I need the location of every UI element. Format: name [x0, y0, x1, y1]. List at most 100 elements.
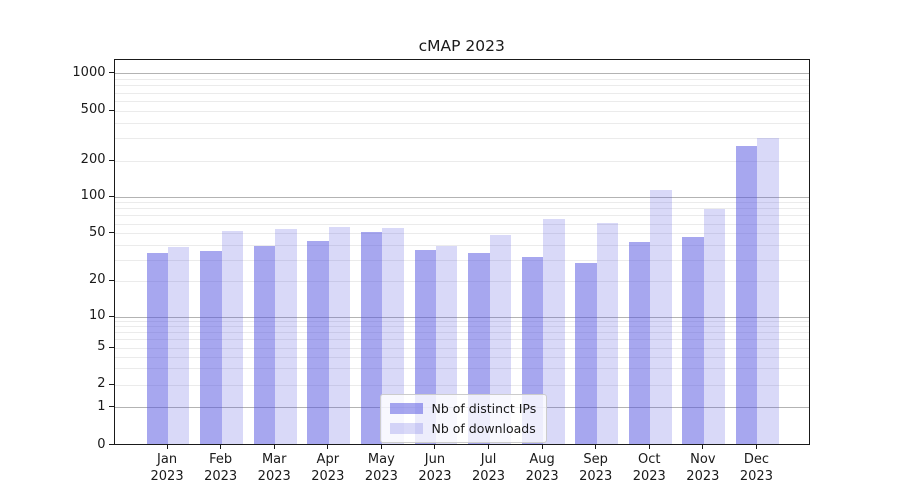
x-tick-mark — [434, 444, 436, 449]
x-tick-label: Dec 2023 — [739, 451, 773, 484]
legend: Nb of distinct IPs Nb of downloads — [379, 394, 548, 443]
x-tick-mark — [273, 444, 275, 449]
bars-layer — [115, 60, 810, 444]
y-tick-mark — [109, 159, 114, 161]
y-tick-label: 0 — [97, 436, 106, 452]
y-tick-mark — [109, 346, 114, 348]
bar-downloads — [489, 234, 511, 444]
x-tick-label: May 2023 — [364, 451, 398, 484]
gridline-minor — [114, 215, 809, 217]
gridline-minor — [114, 202, 809, 204]
x-tick-mark — [327, 444, 329, 449]
gridline-major — [114, 196, 809, 198]
bar-distinct-ips — [575, 262, 597, 444]
gridline-major — [114, 316, 809, 318]
gridline-minor — [114, 160, 809, 162]
gridline-minor — [114, 79, 809, 81]
y-tick-mark — [109, 72, 114, 74]
gridline-minor — [114, 280, 809, 282]
gridline-minor — [114, 138, 809, 140]
x-tick-label: Nov 2023 — [686, 451, 720, 484]
y-tick-mark — [109, 109, 114, 111]
bar-distinct-ips — [736, 145, 758, 444]
x-tick-label: Oct 2023 — [632, 451, 666, 484]
y-tick-label: 2 — [97, 376, 106, 391]
gridline-minor — [114, 223, 809, 225]
bar-downloads — [543, 218, 565, 444]
x-tick-mark — [702, 444, 704, 449]
x-tick-mark — [595, 444, 597, 449]
gridline-minor — [114, 384, 809, 386]
y-tick-mark — [109, 279, 114, 281]
x-tick-mark — [488, 444, 490, 449]
gridline-major — [114, 73, 809, 75]
x-tick-label: Jan 2023 — [150, 451, 184, 484]
gridline-minor — [114, 110, 809, 112]
x-tick-label: Feb 2023 — [204, 451, 238, 484]
bar-downloads — [596, 223, 619, 444]
x-tick-mark — [541, 444, 543, 449]
bar-downloads — [703, 209, 726, 444]
x-tick-label: Sep 2023 — [579, 451, 613, 484]
legend-label-downloads: Nb of downloads — [431, 421, 536, 436]
gridline-minor — [114, 332, 809, 334]
x-tick-label: Mar 2023 — [257, 451, 291, 484]
gridline-minor — [114, 122, 809, 124]
y-tick-mark — [109, 232, 114, 234]
x-tick-label: Jun 2023 — [418, 451, 452, 484]
gridline-minor — [114, 356, 809, 358]
bar-distinct-ips — [307, 240, 329, 444]
bar-distinct-ips — [253, 245, 276, 444]
gridline-minor — [114, 347, 809, 349]
bar-distinct-ips — [682, 237, 704, 444]
bar-distinct-ips — [628, 241, 651, 444]
bar-downloads — [757, 137, 779, 444]
grid-layer — [114, 60, 809, 444]
y-tick-label: 5 — [97, 339, 106, 354]
legend-swatch-distinct-ips — [389, 403, 423, 414]
gridline-minor — [114, 326, 809, 328]
legend-item: Nb of downloads — [389, 421, 537, 436]
gridline-minor — [114, 321, 809, 323]
x-tick-label: Aug 2023 — [525, 451, 559, 484]
x-tick-mark — [220, 444, 222, 449]
y-tick-label: 1 — [97, 398, 106, 414]
y-tick-mark — [109, 195, 114, 197]
x-tick-mark — [380, 444, 382, 449]
plot-area: Nb of distinct IPs Nb of downloads — [113, 59, 810, 445]
y-tick-label: 500 — [80, 102, 106, 117]
bar-downloads — [650, 190, 672, 444]
y-tick-label: 50 — [88, 224, 106, 240]
x-tick-mark — [755, 444, 757, 449]
gridline-minor — [114, 100, 809, 102]
bar-downloads — [221, 230, 244, 444]
gridline-minor — [114, 244, 809, 246]
gridline-minor — [114, 339, 809, 341]
bar-downloads — [275, 228, 297, 444]
gridline-minor — [114, 85, 809, 87]
y-tick-label: 10 — [88, 308, 106, 323]
y-tick-mark — [109, 406, 114, 408]
chart-title: cMAP 2023 — [418, 37, 505, 55]
legend-item: Nb of distinct IPs — [389, 401, 537, 416]
x-tick-mark — [166, 444, 168, 449]
y-tick-label: 200 — [80, 152, 106, 167]
x-tick-mark — [648, 444, 650, 449]
bar-distinct-ips — [146, 252, 169, 444]
gridline-minor — [114, 92, 809, 94]
y-tick-label: 100 — [80, 188, 106, 203]
bar-distinct-ips — [360, 231, 383, 444]
legend-swatch-downloads — [389, 423, 423, 434]
y-tick-label: 1000 — [72, 64, 106, 80]
y-tick-mark — [109, 383, 114, 385]
bar-distinct-ips — [200, 251, 222, 444]
gridline-minor — [114, 259, 809, 261]
gridline-minor — [114, 368, 809, 370]
y-tick-label: 20 — [88, 272, 106, 287]
bar-downloads — [382, 227, 404, 444]
bar-downloads — [168, 246, 190, 444]
bar-downloads — [328, 226, 351, 444]
legend-label-distinct-ips: Nb of distinct IPs — [431, 401, 537, 416]
x-tick-label: Jul 2023 — [471, 451, 506, 484]
y-tick-mark — [109, 315, 114, 317]
